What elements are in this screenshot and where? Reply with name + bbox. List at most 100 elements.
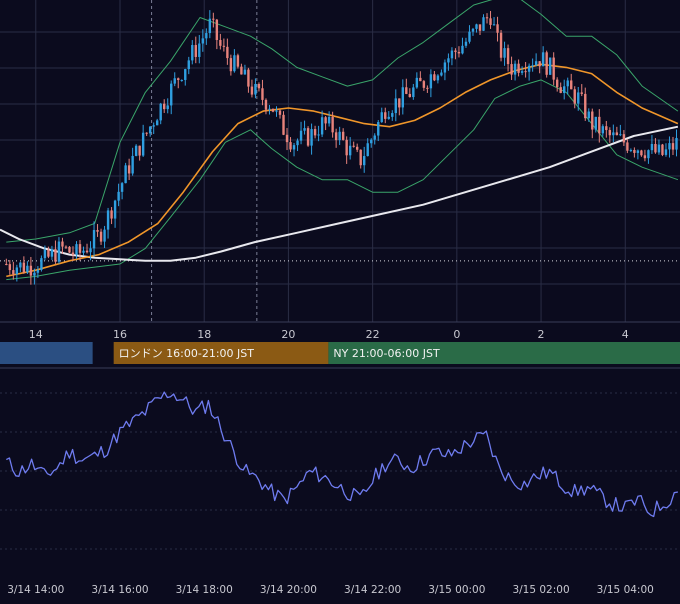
candle-up [594,116,597,130]
candle-down [426,87,429,89]
candle-down [222,45,226,47]
candle-up [412,87,415,98]
candle-up [141,132,145,156]
candle-up [394,98,397,114]
candle-up [664,149,668,155]
candle-up [503,48,506,58]
candle-down [261,88,264,100]
candle-up [19,262,22,268]
candle-up [159,103,162,121]
candle-down [264,99,268,110]
candle-down [485,17,489,19]
candle-up [198,43,201,57]
candle-up [254,83,257,95]
candle-up [303,128,306,131]
candle-down [61,241,64,247]
candle-down [408,93,412,98]
candle-down [510,64,513,75]
candle-down [212,18,215,20]
candle-down [591,111,594,130]
candle-up [317,134,320,136]
candle-up [320,117,324,135]
candle-up [612,132,615,136]
candle-down [555,79,559,88]
candle-up [450,50,454,59]
session-label: NY 21:00-06:00 JST [333,347,440,360]
candle-down [384,112,387,119]
candle-down [573,89,576,104]
candle-down [640,150,643,156]
session-band [0,342,93,364]
candle-up [268,108,271,110]
candle-up [89,248,92,253]
candle-down [524,71,527,73]
candle-down [608,130,612,136]
candle-down [405,87,408,94]
candle-up [548,57,552,75]
candle-down [289,142,292,150]
candle-down [138,145,141,156]
candle-up [173,78,176,84]
candle-down [240,66,243,75]
candle-down [282,114,285,135]
candle-up [201,38,205,44]
candle-up [647,150,650,159]
candle-down [313,129,317,136]
candle-down [331,116,334,133]
oscillator-x-tick-label: 3/14 20:00 [260,584,317,596]
candle-up [440,72,443,76]
candle-up [131,155,134,174]
candle-down [285,134,289,143]
candle-up [299,130,303,141]
price-x-tick-label: 16 [113,328,127,341]
candle-up [534,61,538,66]
candle-up [205,33,208,39]
candle-up [292,145,296,150]
candle-up [40,258,43,270]
candle-down [626,142,629,151]
price-x-tick-label: 2 [538,328,545,341]
candle-down [278,110,282,115]
candle-down [306,128,310,146]
short-moving-average [6,63,679,278]
candle-down [671,143,675,150]
candle-up [233,55,236,72]
candle-up [92,230,96,249]
candle-down [517,63,520,73]
candle-up [447,58,450,63]
candle-down [29,265,33,276]
candle-up [629,149,633,151]
bollinger-upper-band [6,0,679,243]
candle-up [373,135,376,140]
candle-down [345,139,348,156]
candle-down [584,93,587,119]
candle-down [215,19,219,41]
candle-down [654,143,657,153]
candle-up [338,131,341,141]
candle-down [78,244,82,253]
candle-down [250,86,254,95]
long-moving-average [0,125,679,262]
candle-up [436,75,440,81]
candle-down [163,103,166,110]
candle-down [85,250,89,253]
candle-down [496,24,499,33]
candle-up [387,116,390,119]
candle-down [12,270,15,275]
candle-up [191,45,194,61]
candle-up [275,110,278,112]
oscillator-x-tick-label: 3/15 00:00 [428,584,485,596]
candle-up [464,41,468,46]
candle-down [54,249,57,262]
candle-up [587,111,590,119]
candle-down [219,40,222,46]
oscillator-x-tick-label: 3/15 02:00 [512,584,569,596]
candle-up [155,120,159,126]
price-x-tick-label: 20 [281,328,295,341]
candle-up [401,87,405,108]
candle-down [633,149,636,153]
candle-down [489,18,492,25]
